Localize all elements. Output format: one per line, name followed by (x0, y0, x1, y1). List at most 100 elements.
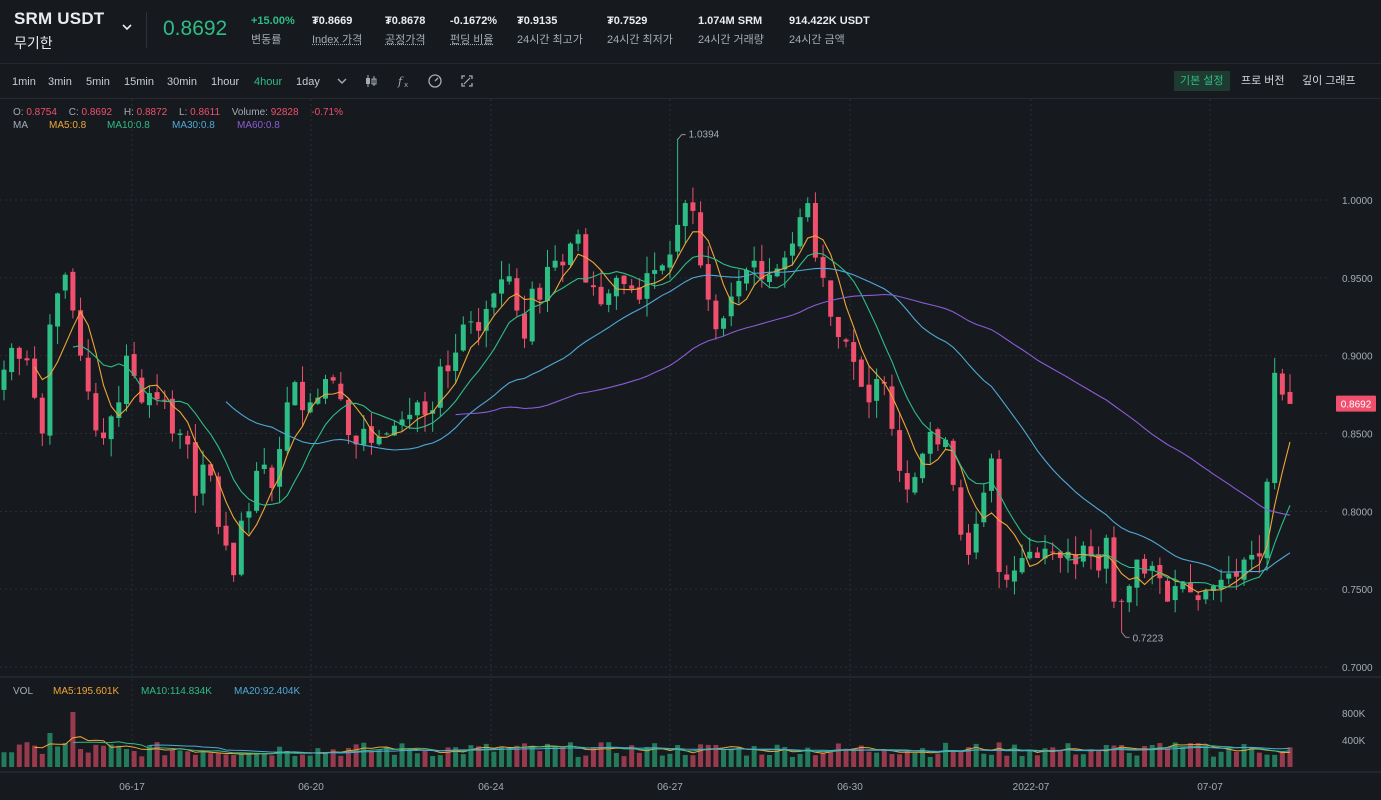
volume-bar (55, 746, 61, 767)
candle-body (904, 473, 910, 490)
vol-ma20-line (149, 744, 1291, 754)
timeframe-1min[interactable]: 1min (12, 76, 36, 88)
volume-bar (1226, 748, 1232, 767)
price-tick-label: 0.7000 (1342, 663, 1373, 674)
candle-body (950, 440, 956, 485)
candle-body (85, 357, 91, 392)
ohlc-readout: O: 0.8754 C: 0.8692 H: 0.8872 L: 0.8611 … (13, 107, 343, 118)
view-basic-button[interactable]: 기본 설정 (1174, 71, 1230, 91)
candle-body (1011, 570, 1017, 582)
candle-body (154, 392, 160, 400)
high-value: 0.8872 (136, 107, 168, 118)
volume-bar (47, 733, 53, 767)
volume-bar (682, 754, 688, 767)
candle-body (828, 280, 834, 317)
candle-body (238, 520, 244, 575)
volume-bar (93, 744, 99, 767)
vol-ma10-legend: MA10:114.834K (141, 686, 212, 697)
price-tick-label: 0.9500 (1342, 274, 1373, 285)
volume-bar (583, 755, 589, 767)
divider (146, 12, 147, 48)
timeframe-1hour[interactable]: 1hour (211, 76, 240, 88)
stat-fair-price: ₮0.8678 공정가격 (385, 15, 425, 47)
price-chart[interactable]: 1.0000 0.9500 0.9000 0.8500 0.8000 0.7500 0.70… (0, 99, 1381, 800)
volume-bar (766, 754, 772, 767)
volume-bar (1042, 748, 1048, 767)
candle-body (16, 347, 22, 359)
candle-body (353, 435, 359, 445)
volume-bar (192, 754, 198, 767)
volume-bar (789, 756, 795, 767)
volume-bar (1065, 743, 1071, 767)
volume-bar (1, 752, 7, 767)
timeframe-5min[interactable]: 5min (86, 76, 110, 88)
volume-bar (376, 749, 382, 767)
volume-bar (215, 753, 221, 767)
timeframe-30min[interactable]: 30min (167, 76, 197, 88)
volume-bar (1134, 755, 1140, 767)
volume-bar (1103, 744, 1109, 767)
volume-bar (345, 747, 351, 767)
volume-bar (1180, 746, 1186, 767)
volume-bar (881, 749, 887, 767)
candle-body (414, 402, 420, 416)
candle-body (24, 358, 30, 361)
volume-bar (805, 747, 811, 767)
volume-bar (728, 748, 734, 767)
candle-body (1142, 558, 1148, 574)
low-marker (1121, 632, 1130, 638)
volume-bar (445, 747, 451, 767)
candle-body (835, 317, 841, 337)
volume-bar (62, 743, 68, 767)
candle-body (583, 234, 589, 283)
candle-body (491, 293, 497, 308)
settings-gauge-icon[interactable] (427, 73, 443, 89)
volume-bar (552, 746, 558, 767)
symbol-selector[interactable]: SRM USDT 무기한 (14, 9, 104, 53)
volume-bar (16, 744, 22, 767)
volume-bar (414, 753, 420, 767)
candle-body (912, 477, 918, 493)
timeframe-4hour[interactable]: 4hour (254, 76, 283, 88)
candle-body (567, 243, 573, 265)
stat-value: ₮0.8669 (312, 15, 353, 27)
candle-body (721, 318, 727, 329)
volume-bar (950, 751, 956, 767)
last-price: 0.8692 (163, 17, 228, 40)
timeframe-15min[interactable]: 15min (124, 76, 154, 88)
candlestick-icon[interactable] (363, 73, 379, 89)
candle-body (1279, 373, 1285, 395)
volume-bar (146, 745, 152, 767)
candle-body (575, 234, 581, 244)
volume-bar (667, 753, 673, 767)
ma10-line (72, 252, 1291, 588)
volume-bar (116, 745, 122, 767)
chevron-down-icon[interactable] (334, 73, 350, 89)
ma-label: MA (13, 120, 28, 131)
candle-body (866, 384, 872, 403)
candle-body (782, 257, 788, 270)
time-tick-label: 06-17 (119, 782, 145, 793)
volume-bar (361, 742, 367, 767)
volume-bar (943, 742, 949, 767)
chevron-down-icon[interactable] (120, 20, 134, 34)
view-depth-button[interactable]: 깊이 그래프 (1302, 75, 1356, 87)
volume-bar (1172, 742, 1178, 767)
candle-body (1088, 546, 1094, 557)
candle-body (797, 217, 803, 247)
candle-body (766, 274, 772, 282)
stat-label[interactable]: 공정가격 (385, 34, 426, 46)
candle-body (613, 277, 619, 297)
timeframe-1day[interactable]: 1day (296, 76, 320, 88)
volume-bar (468, 745, 474, 767)
candle-body (988, 458, 994, 491)
candle-body (307, 402, 313, 413)
timeframe-3min[interactable]: 3min (48, 76, 72, 88)
volume-bar (705, 744, 711, 767)
view-pro-button[interactable]: 프로 버전 (1241, 75, 1285, 87)
fullscreen-icon[interactable] (459, 73, 475, 89)
stat-label[interactable]: Index 가격 (312, 34, 363, 46)
volume-bar (368, 750, 374, 767)
stat-label[interactable]: 펀딩 비율 (450, 34, 494, 46)
